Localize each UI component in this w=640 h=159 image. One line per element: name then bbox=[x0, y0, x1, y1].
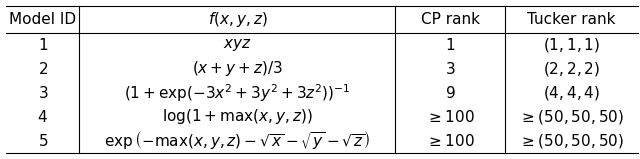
Text: $\geq(50,50,50)$: $\geq(50,50,50)$ bbox=[519, 108, 624, 126]
Text: $\log(1+\max(x,y,z))$: $\log(1+\max(x,y,z))$ bbox=[162, 107, 313, 126]
Text: $(4,4,4)$: $(4,4,4)$ bbox=[543, 84, 600, 102]
Text: $3$: $3$ bbox=[445, 61, 455, 77]
Text: $(2,2,2)$: $(2,2,2)$ bbox=[543, 60, 600, 78]
Text: $1$: $1$ bbox=[38, 37, 48, 53]
Text: Model ID: Model ID bbox=[9, 12, 76, 27]
Text: $5$: $5$ bbox=[38, 133, 48, 149]
Text: Tucker rank: Tucker rank bbox=[527, 12, 616, 27]
Text: $xyz$: $xyz$ bbox=[223, 37, 252, 53]
Text: CP rank: CP rank bbox=[420, 12, 479, 27]
Text: $3$: $3$ bbox=[38, 85, 48, 101]
Text: $1$: $1$ bbox=[445, 37, 455, 53]
Text: $4$: $4$ bbox=[37, 109, 48, 125]
Text: $f(x, y, z)$: $f(x, y, z)$ bbox=[207, 10, 267, 29]
Text: $(1+\exp(-3x^2+3y^2+3z^2))^{-1}$: $(1+\exp(-3x^2+3y^2+3z^2))^{-1}$ bbox=[124, 82, 351, 104]
Text: $\geq(50,50,50)$: $\geq(50,50,50)$ bbox=[519, 132, 624, 150]
Text: $\geq 100$: $\geq 100$ bbox=[426, 133, 474, 149]
Text: $\geq 100$: $\geq 100$ bbox=[426, 109, 474, 125]
Text: $2$: $2$ bbox=[38, 61, 48, 77]
Text: $(x+y+z)/3$: $(x+y+z)/3$ bbox=[192, 59, 283, 78]
Text: $(1,1,1)$: $(1,1,1)$ bbox=[543, 36, 600, 54]
Text: $9$: $9$ bbox=[445, 85, 456, 101]
Text: $\exp\left(-\max(x,y,z)-\sqrt{x}-\sqrt{y}-\sqrt{z}\right)$: $\exp\left(-\max(x,y,z)-\sqrt{x}-\sqrt{y… bbox=[104, 130, 371, 152]
